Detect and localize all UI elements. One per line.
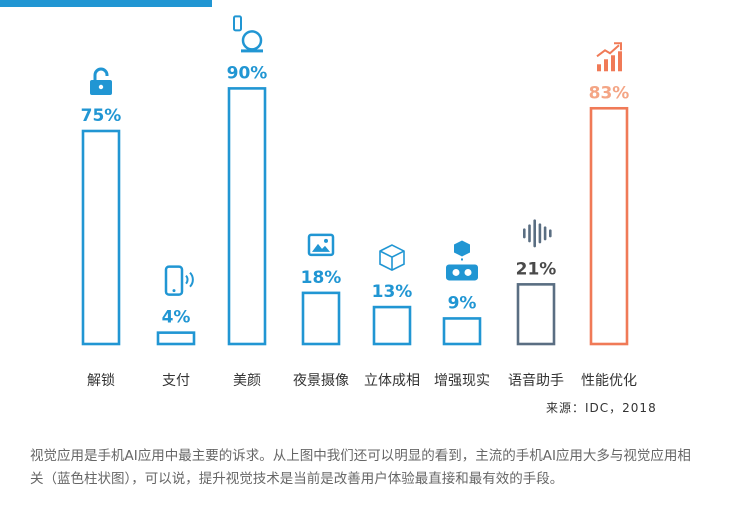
cube-icon <box>379 244 405 271</box>
ar-icon <box>446 240 478 281</box>
category-label-1: 解锁 <box>87 373 115 389</box>
top-accent-strip <box>0 0 212 7</box>
phone-nfc-icon <box>164 265 194 296</box>
value-labels-group: 75% 4% 90% 18% 13% 9% 21% 83% <box>81 63 630 327</box>
category-label-5: 立体成相 <box>364 373 420 389</box>
footer-paragraph: 视觉应用是手机AI应用中最主要的诉求。从上图中我们还可以明显的看到，主流的手机A… <box>30 448 691 487</box>
bar-2 <box>156 331 196 346</box>
bar-1 <box>81 129 121 346</box>
category-label-4: 夜景摄像 <box>293 373 349 389</box>
mirror-icon <box>233 15 263 53</box>
bar-7 <box>516 283 556 346</box>
bar-4 <box>301 291 341 346</box>
category-labels-group: 解锁 支付 美颜 夜景摄像 立体成相 增强现实 语音助手 性能优化 <box>87 372 637 389</box>
value-label-7: 21% <box>516 259 557 279</box>
category-label-6: 增强现实 <box>434 373 490 389</box>
category-label-2: 支付 <box>162 373 190 389</box>
value-label-1: 75% <box>81 106 122 126</box>
bars-group <box>81 87 629 346</box>
value-label-8: 83% <box>589 83 630 103</box>
bar-6 <box>442 317 482 346</box>
category-label-8: 性能优化 <box>581 373 637 389</box>
icons-group <box>90 15 622 296</box>
value-label-4: 18% <box>301 268 342 288</box>
unlock-icon <box>90 67 112 95</box>
performance-chart-icon <box>596 42 622 72</box>
category-label-7: 语音助手 <box>508 372 564 389</box>
bar-3 <box>227 87 267 346</box>
soundwave-icon <box>523 219 552 248</box>
bar-5 <box>372 305 412 346</box>
source-note: 来源：IDC，2018 <box>546 401 657 415</box>
value-label-2: 4% <box>162 308 191 328</box>
bar-8 <box>589 106 629 346</box>
category-label-3: 美颜 <box>233 373 261 389</box>
bar-chart: 75% 4% 90% 18% 13% 9% 21% 83% 解锁 支付 美颜 夜景摄像 立体成相 增强现… <box>81 15 637 389</box>
photo-icon <box>307 233 335 257</box>
value-label-6: 9% <box>448 293 477 313</box>
value-label-5: 13% <box>372 282 413 302</box>
value-label-3: 90% <box>227 63 268 83</box>
